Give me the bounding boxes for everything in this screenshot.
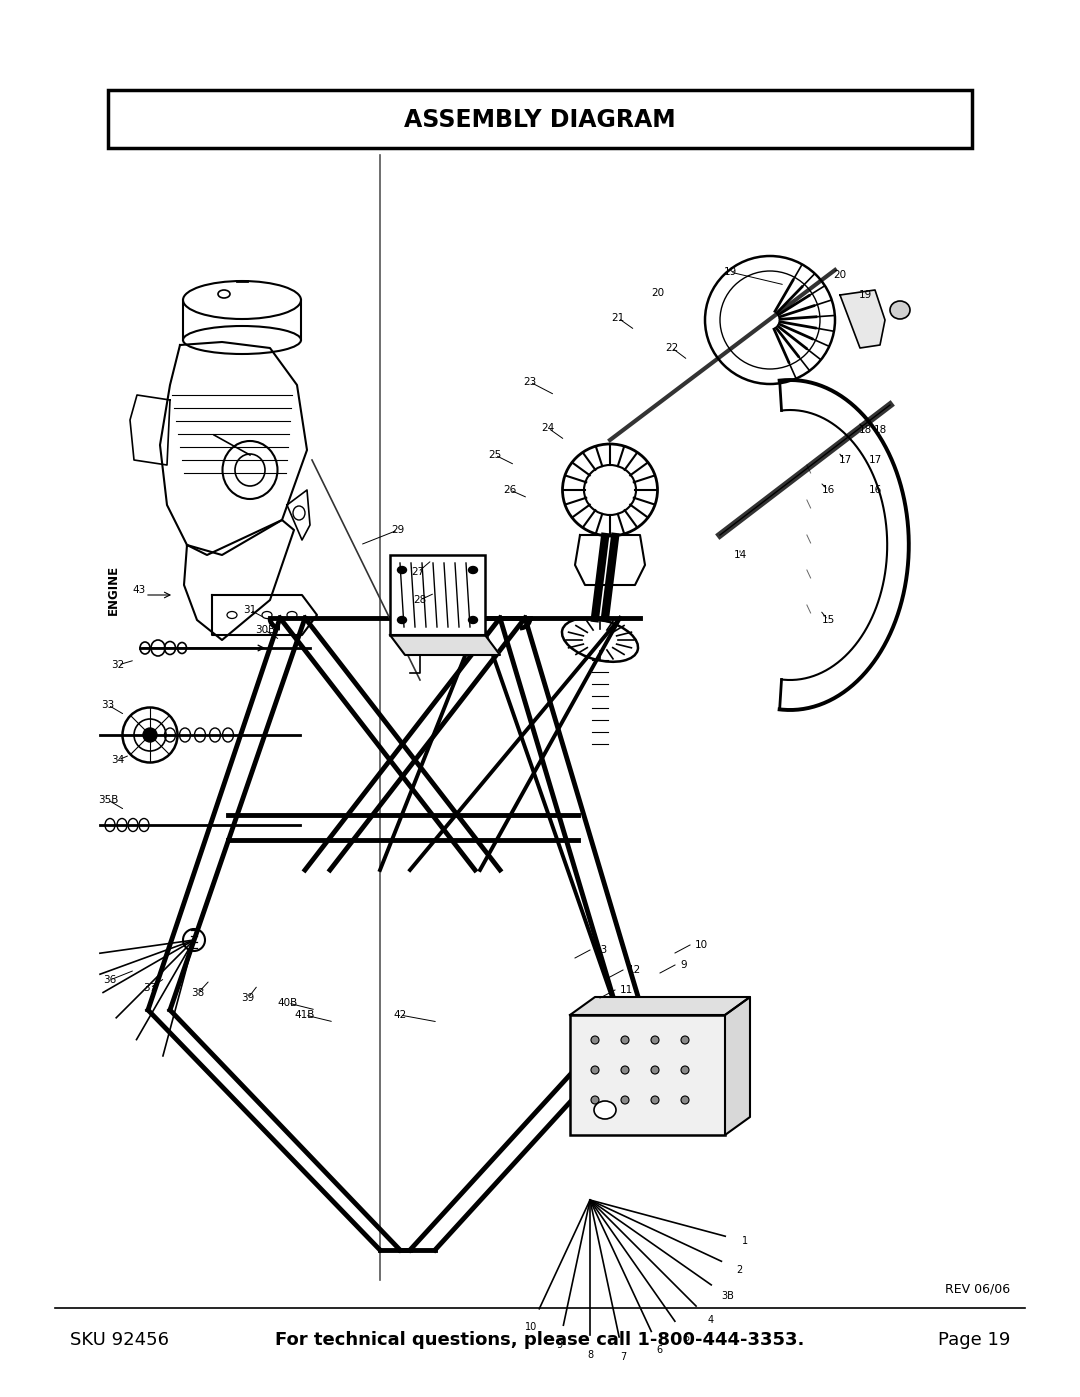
Text: 18: 18 [874,425,887,434]
Text: 35B: 35B [98,795,118,805]
Text: 33: 33 [102,700,114,710]
Text: 38: 38 [191,988,204,997]
Polygon shape [390,636,500,655]
Text: 4: 4 [707,1315,713,1326]
Text: 23: 23 [524,377,537,387]
Bar [390,555,485,636]
Text: 8: 8 [586,1350,593,1361]
Text: 43: 43 [132,585,145,595]
Text: 27: 27 [411,567,424,577]
Text: 41B: 41B [295,1010,315,1020]
Text: 42: 42 [393,1010,407,1020]
Ellipse shape [469,567,477,574]
Text: ASSEMBLY DIAGRAM: ASSEMBLY DIAGRAM [404,108,676,131]
Ellipse shape [621,1037,629,1044]
Text: 12: 12 [627,965,642,975]
Ellipse shape [651,1097,659,1104]
Ellipse shape [397,616,406,623]
Ellipse shape [621,1066,629,1074]
Text: 2: 2 [737,1264,743,1274]
Ellipse shape [594,1101,616,1119]
Text: 40B: 40B [278,997,298,1009]
Text: 13: 13 [595,944,608,956]
Text: 6: 6 [657,1344,663,1355]
Text: 9: 9 [680,960,687,970]
Ellipse shape [890,300,910,319]
Text: 30B: 30B [255,624,275,636]
Ellipse shape [591,1066,599,1074]
Text: 20: 20 [651,288,664,298]
Polygon shape [840,291,885,348]
Text: For technical questions, please call 1-800-444-3353.: For technical questions, please call 1-8… [275,1331,805,1350]
Text: 32: 32 [111,659,124,671]
Text: 10: 10 [525,1322,537,1331]
Text: 20: 20 [834,270,847,279]
Ellipse shape [143,728,157,742]
Text: 26: 26 [503,485,516,495]
Polygon shape [570,997,750,1016]
Bar [108,89,972,148]
Text: 22: 22 [665,344,678,353]
Text: 28: 28 [414,595,427,605]
Ellipse shape [651,1066,659,1074]
Text: 39: 39 [241,993,255,1003]
Text: 17: 17 [868,455,881,465]
Text: REV 06/06: REV 06/06 [945,1282,1010,1295]
Text: 37: 37 [144,983,157,993]
Ellipse shape [681,1097,689,1104]
Text: SKU 92456: SKU 92456 [70,1331,168,1350]
Text: 24: 24 [541,423,555,433]
Text: 19: 19 [859,291,872,300]
Ellipse shape [681,1066,689,1074]
Text: 31: 31 [243,605,257,615]
Text: 3B: 3B [721,1291,734,1302]
Text: 29: 29 [391,525,405,535]
Text: 1: 1 [742,1236,747,1246]
Text: 5: 5 [684,1333,689,1343]
Text: Page 19: Page 19 [937,1331,1010,1350]
Text: ENGINE: ENGINE [107,564,120,615]
Ellipse shape [469,616,477,623]
Ellipse shape [591,1097,599,1104]
Text: 21: 21 [611,313,624,323]
Text: 14: 14 [733,550,746,560]
Ellipse shape [621,1097,629,1104]
Text: 18: 18 [859,425,872,434]
Polygon shape [725,997,750,1134]
Ellipse shape [397,567,406,574]
Text: 36: 36 [104,975,117,985]
Text: 15: 15 [822,615,835,624]
Ellipse shape [591,1037,599,1044]
Ellipse shape [681,1037,689,1044]
Text: 25: 25 [488,450,501,460]
Text: 34: 34 [111,754,124,766]
Text: 16: 16 [822,485,835,495]
Text: 10: 10 [696,940,708,950]
Text: 17: 17 [838,455,852,465]
Ellipse shape [651,1037,659,1044]
Text: 19: 19 [724,267,737,277]
Text: 16: 16 [868,485,881,495]
Text: 9: 9 [556,1340,563,1350]
Text: 7: 7 [620,1351,626,1362]
Bar [570,1016,725,1134]
Text: 11: 11 [620,985,633,995]
Ellipse shape [218,291,230,298]
